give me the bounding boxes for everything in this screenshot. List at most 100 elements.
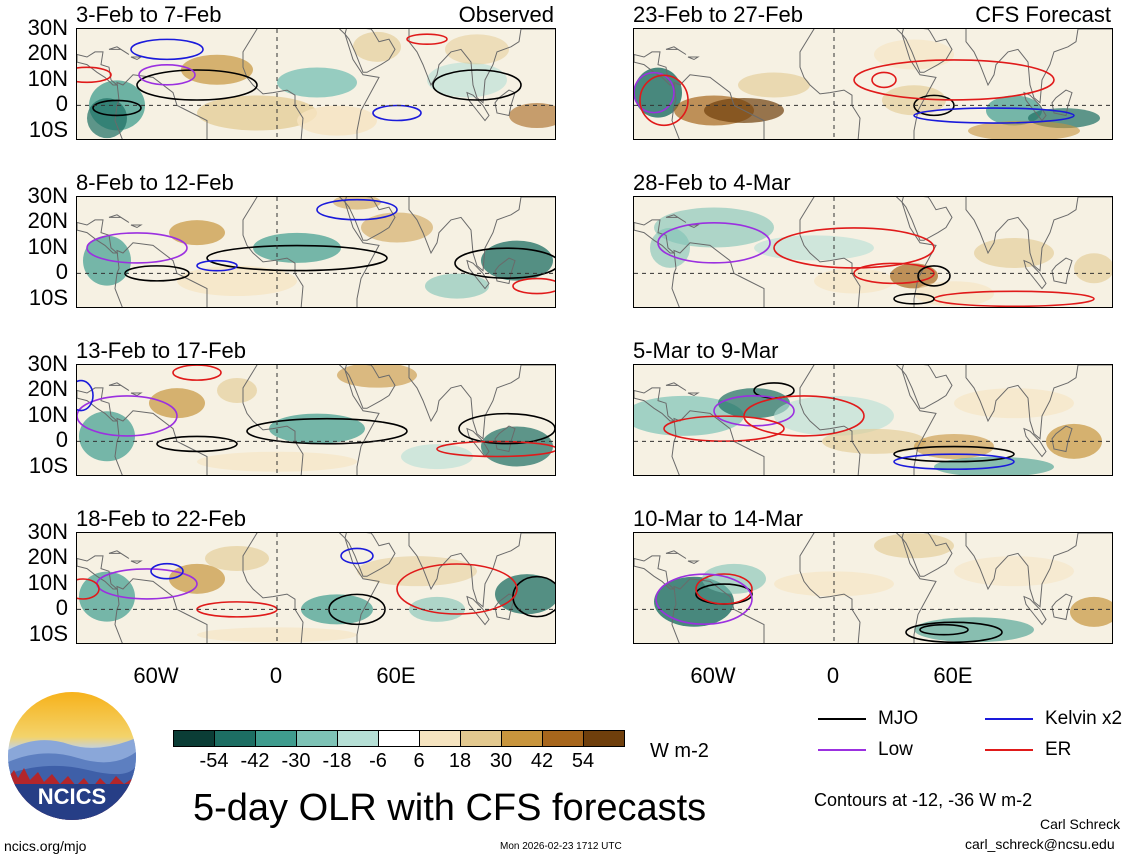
- wave-contour: [512, 575, 555, 618]
- panel-source-label: CFS Forecast: [975, 2, 1111, 27]
- site-link[interactable]: ncics.org/mjo: [4, 838, 87, 854]
- colorbar-swatch: [214, 730, 256, 747]
- latitude-label: 10N: [27, 65, 68, 91]
- olr-anomaly-patch: [738, 72, 810, 98]
- legend-low-label: Low: [878, 739, 913, 760]
- wave-contour: [77, 379, 94, 412]
- author-email[interactable]: carl_schreck@ncsu.edu: [965, 836, 1115, 852]
- wave-contour: [639, 74, 689, 127]
- land-outline: [77, 51, 119, 86]
- logo-text: NCICS: [38, 784, 106, 809]
- wave-contour: [655, 573, 753, 625]
- land-outline: [1051, 425, 1073, 453]
- longitude-label: 60E: [933, 663, 973, 688]
- longitude-label: 0: [269, 663, 283, 688]
- latitude-label: 0: [55, 595, 68, 621]
- wave-contour: [136, 69, 258, 101]
- land-outline: [687, 56, 700, 61]
- land-outline: [1023, 259, 1047, 290]
- colorbar-swatch: [419, 730, 461, 747]
- land-outline: [344, 29, 396, 73]
- longitude-label: 60E: [376, 663, 416, 688]
- land-outline: [242, 29, 380, 139]
- wave-contour: [246, 417, 408, 445]
- wave-contour: [454, 247, 555, 279]
- land-outline: [665, 550, 687, 559]
- land-outline: [114, 74, 208, 139]
- contours-note: Contours at -12, -36 W m-2: [814, 790, 1033, 810]
- olr-anomaly-patch: [297, 105, 377, 136]
- land-outline: [466, 259, 490, 290]
- olr-anomaly-patch: [1070, 596, 1112, 627]
- olr-anomaly-patch: [253, 232, 341, 263]
- wave-contour: [156, 435, 238, 453]
- colorbar-tick-label: 30: [489, 750, 513, 772]
- land-outline: [108, 550, 130, 559]
- colorbar-tick-label: -18: [322, 750, 352, 772]
- olr-anomaly-patch: [205, 545, 269, 571]
- olr-anomaly-patch: [217, 377, 257, 403]
- wave-contour: [893, 445, 1015, 463]
- ncics-logo: NCICS: [8, 692, 136, 820]
- land-outline: [799, 29, 937, 139]
- land-outline: [114, 578, 208, 643]
- olr-anomaly-patch: [425, 273, 489, 299]
- wave-contour: [86, 232, 188, 264]
- wave-contour: [150, 562, 184, 580]
- land-outline: [687, 560, 700, 565]
- land-outline: [634, 387, 676, 422]
- olr-anomaly-patch: [954, 388, 1074, 419]
- olr-anomaly-patch: [874, 533, 954, 559]
- land-outline: [77, 219, 119, 254]
- figure-title: 5-day OLR with CFS forecasts: [193, 787, 707, 829]
- colorbar-tick-label: -30: [281, 750, 311, 772]
- land-outline: [965, 365, 1112, 440]
- land-outline: [77, 387, 119, 422]
- land-outline: [671, 578, 765, 643]
- olr-anomaly-patch: [890, 263, 938, 289]
- land-outline: [494, 89, 516, 117]
- land-outline: [130, 560, 143, 565]
- panel-date-title: 3-Feb to 7-Feb: [76, 2, 222, 27]
- legend-er-line: [985, 749, 1033, 751]
- colorbar-swatch: [501, 730, 543, 747]
- olr-anomaly-patch: [509, 103, 555, 129]
- colorbar-swatch: [255, 730, 297, 747]
- colorbar-tick-label: 6: [413, 750, 425, 772]
- land-outline: [130, 224, 143, 229]
- wave-contour: [92, 99, 142, 117]
- colorbar-swatch: [173, 730, 215, 747]
- land-outline: [965, 29, 1112, 104]
- latitude-label: 10N: [27, 401, 68, 427]
- olr-map-panel: [633, 28, 1113, 140]
- legend-mjo-line: [818, 718, 866, 720]
- wave-contour: [130, 38, 204, 61]
- land-outline: [408, 197, 555, 272]
- latitude-label: 10N: [27, 569, 68, 595]
- colorbar-tick-label: -42: [240, 750, 270, 772]
- latitude-label: 0: [55, 91, 68, 117]
- land-outline: [242, 365, 380, 475]
- olr-anomaly-patch: [333, 197, 381, 210]
- land-outline: [671, 242, 765, 307]
- olr-anomaly-patch: [149, 388, 205, 419]
- panel-source-label: Observed: [458, 2, 554, 27]
- land-outline: [901, 365, 953, 409]
- latitude-label: 30N: [27, 351, 68, 376]
- wave-contour: [77, 66, 112, 84]
- colorbar-swatch: [296, 730, 338, 747]
- latitude-label: 10S: [28, 284, 68, 310]
- land-outline: [77, 555, 119, 590]
- author: Carl Schreck: [1040, 816, 1121, 832]
- land-outline: [799, 533, 937, 643]
- land-outline: [799, 365, 937, 475]
- wave-contour: [919, 623, 969, 636]
- olr-anomaly-patch: [718, 388, 790, 419]
- land-outline: [494, 257, 516, 285]
- olr-anomaly-patch: [197, 627, 357, 643]
- wave-contour: [77, 395, 178, 437]
- olr-anomaly-patch: [361, 212, 433, 243]
- wave-contour: [905, 621, 1003, 643]
- olr-anomaly-patch: [495, 574, 555, 615]
- land-outline: [130, 392, 143, 397]
